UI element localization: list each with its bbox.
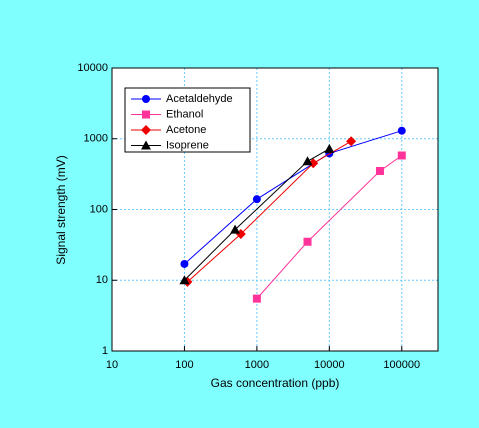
legend-label: Isoprene [166, 139, 209, 151]
legend-marker [142, 110, 150, 119]
x-tick-label: 10000 [314, 359, 345, 371]
legend-marker [141, 140, 151, 150]
x-tick-label: 10 [106, 359, 118, 371]
legend-label: Acetaldehyde [166, 93, 233, 105]
marker [346, 136, 357, 147]
marker [308, 158, 319, 169]
y-tick-label: 1000 [84, 133, 108, 145]
marker [179, 275, 190, 285]
x-tick-label: 100 [175, 359, 193, 371]
x-axis-title: Gas concentration (ppb) [211, 376, 340, 390]
series-line [184, 130, 402, 265]
marker [397, 126, 406, 135]
x-tick-label: 100000 [383, 359, 420, 371]
marker [302, 156, 313, 166]
legend-marker [141, 125, 151, 135]
series-line [184, 148, 330, 281]
y-tick-label: 1 [102, 345, 108, 357]
y-tick-label: 10 [96, 274, 108, 286]
marker [397, 151, 406, 160]
marker [230, 224, 241, 234]
legend-label: Acetone [166, 124, 206, 136]
y-axis-title: Signal strength (mV) [54, 155, 68, 264]
marker [252, 195, 261, 204]
marker [324, 143, 335, 153]
marker [252, 294, 261, 303]
marker [375, 167, 384, 176]
series-line [256, 155, 403, 299]
marker [303, 237, 312, 246]
x-tick-label: 1000 [245, 359, 269, 371]
legend-marker [142, 95, 150, 103]
y-tick-label: 10000 [77, 62, 108, 74]
y-tick-label: 100 [90, 203, 108, 215]
legend-label: Ethanol [166, 108, 203, 120]
marker [180, 259, 189, 268]
